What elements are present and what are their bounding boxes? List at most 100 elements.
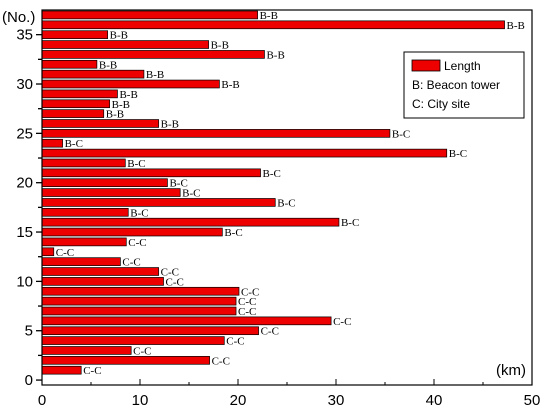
bar-label-26: B-B: [161, 118, 179, 130]
bar-label-9: C-C: [241, 286, 259, 298]
bar-label-15: B-C: [224, 227, 242, 239]
bar-2: [41, 356, 210, 365]
bar-label-19: B-C: [182, 188, 200, 200]
bar-25: [41, 129, 391, 138]
bar-label-27: B-B: [106, 109, 124, 121]
bar-31: [41, 69, 145, 79]
bar-label-33: B-B: [266, 49, 284, 61]
bar-27: [41, 109, 105, 118]
bar-33: [41, 50, 265, 59]
bar-label-16: B-C: [341, 217, 359, 229]
bar-label-4: C-C: [226, 336, 244, 348]
x-tick-label-0: 0: [38, 392, 46, 409]
y-tick-label-25: 25: [16, 125, 33, 142]
x-tick-label-30: 30: [328, 392, 345, 409]
x-tick-label-50: 50: [524, 392, 541, 409]
bar-label-7: C-C: [238, 306, 256, 318]
bars-group: [41, 10, 505, 375]
bar-34: [41, 40, 209, 49]
bar-4: [41, 336, 225, 345]
bar-35: [41, 30, 109, 39]
bar-label-24: B-C: [65, 138, 83, 150]
bar-18: [41, 198, 276, 207]
legend: Length B: Beacon tower C: City site: [403, 51, 525, 119]
bar-label-18: B-C: [277, 197, 295, 209]
bar-26: [41, 119, 159, 128]
bar-11: [41, 267, 159, 276]
bar-label-23: B-C: [449, 148, 467, 160]
bar-19: [41, 188, 181, 197]
bar-8: [41, 296, 237, 306]
bar-14: [41, 237, 127, 247]
bar-10: [41, 277, 164, 286]
x-ticks-group: 0 10 20 30 40 50: [38, 379, 541, 409]
bar-label-25: B-C: [392, 128, 410, 140]
bar-label-28: B-B: [112, 99, 130, 111]
bar-label-12: C-C: [122, 257, 140, 269]
bar-28: [41, 99, 110, 109]
bar-label-29: B-B: [119, 89, 137, 101]
bar-label-5: C-C: [261, 326, 279, 338]
legend-swatch: [411, 59, 441, 72]
bar-labels-group: C-CC-CC-CC-CC-CC-CC-CC-CC-CC-CC-CC-CC-CC…: [56, 10, 525, 377]
bar-12: [41, 257, 121, 266]
bar-label-14: C-C: [128, 237, 146, 249]
y-tick-label-15: 15: [16, 224, 33, 241]
bar-label-1: C-C: [83, 365, 101, 377]
x-tick-label-40: 40: [426, 392, 443, 409]
bar-21: [41, 168, 261, 178]
bar-15: [41, 227, 223, 237]
bar-label-6: C-C: [333, 316, 351, 328]
bar-3: [41, 346, 132, 355]
bar-7: [41, 306, 237, 316]
bar-label-2: C-C: [212, 355, 230, 367]
bar-9: [41, 286, 240, 296]
bar-label-8: C-C: [238, 296, 256, 308]
y-axis-label: (No.): [2, 9, 35, 26]
bar-6: [41, 316, 332, 326]
x-axis-label: (km): [496, 362, 526, 379]
y-tick-label-30: 30: [16, 76, 33, 93]
bar-37: [41, 10, 258, 20]
y-tick-label-20: 20: [16, 175, 33, 192]
bar-label-17: B-C: [130, 207, 148, 219]
y-tick-label-0: 0: [25, 372, 33, 389]
bar-30: [41, 79, 220, 89]
bar-label-34: B-B: [211, 40, 229, 52]
bar-label-36: B-B: [507, 20, 525, 32]
bar-label-35: B-B: [110, 30, 128, 42]
bar-label-13: C-C: [56, 247, 74, 259]
bar-label-37: B-B: [260, 10, 278, 22]
legend-note-beacon: B: Beacon tower: [412, 78, 500, 92]
bar-label-31: B-B: [146, 69, 164, 81]
y-ticks-group: 0 5 10 15 20 25 30 35: [16, 27, 42, 389]
bar-17: [41, 208, 129, 217]
bar-5: [41, 326, 259, 336]
bar-label-32: B-B: [99, 59, 117, 71]
bar-22: [41, 158, 126, 168]
bar-32: [41, 59, 98, 69]
bar-1: [41, 365, 82, 375]
bar-23: [41, 148, 448, 158]
bar-label-11: C-C: [161, 267, 179, 279]
y-tick-label-35: 35: [16, 27, 33, 44]
bar-label-30: B-B: [221, 79, 239, 91]
bar-16: [41, 217, 340, 227]
bar-29: [41, 89, 118, 99]
bar-label-22: B-C: [127, 158, 145, 170]
bar-20: [41, 178, 168, 187]
bar-13: [41, 247, 55, 257]
bar-36: [41, 20, 505, 30]
legend-series-label: Length: [444, 59, 481, 73]
y-tick-label-5: 5: [25, 323, 33, 340]
bar-label-10: C-C: [166, 276, 184, 288]
x-tick-label-10: 10: [132, 392, 149, 409]
y-tick-label-10: 10: [16, 273, 33, 290]
bar-label-20: B-C: [169, 178, 187, 190]
x-tick-label-20: 20: [230, 392, 247, 409]
bar-24: [41, 138, 63, 148]
legend-note-city: C: City site: [412, 97, 470, 111]
bar-label-21: B-C: [263, 168, 281, 180]
bar-label-3: C-C: [133, 345, 151, 357]
